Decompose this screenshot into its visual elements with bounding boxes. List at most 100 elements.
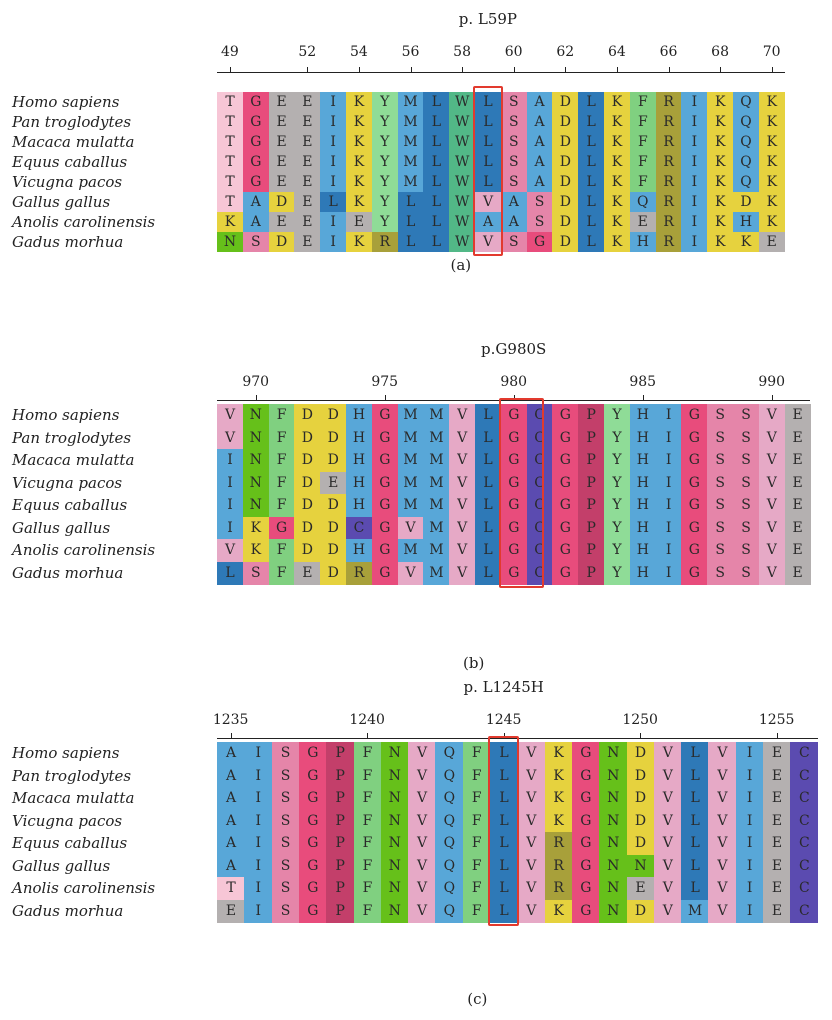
residue-cell: P — [326, 832, 355, 855]
residue-cell: K — [758, 112, 785, 132]
residue-cell: L — [475, 404, 501, 427]
residue-cell: S — [271, 742, 300, 765]
residue-cell: T — [217, 92, 243, 112]
highlight-box — [498, 398, 545, 588]
residue-cell: N — [380, 809, 409, 833]
residue-cell: K — [242, 516, 269, 540]
residue-cell: D — [552, 92, 579, 112]
residue-cell: D — [552, 152, 579, 172]
residue-cell: I — [217, 494, 243, 517]
residue-cell: D — [294, 449, 321, 472]
residue-cell: A — [217, 809, 245, 833]
residue-cell: L — [578, 112, 605, 132]
tick-label: 70 — [762, 44, 781, 60]
residue-cell: L — [475, 471, 501, 495]
residue-cell: A — [526, 112, 553, 132]
residue-cell: L — [217, 561, 243, 585]
residue-cell: M — [423, 561, 450, 585]
residue-cell: V — [758, 494, 785, 517]
residue-cell: N — [599, 854, 628, 878]
residue-cell: H — [629, 232, 656, 252]
residue-cell: E — [268, 152, 295, 172]
residue-cell: F — [462, 899, 491, 923]
residue-cell: L — [578, 92, 605, 112]
residue-cell: L — [490, 787, 518, 810]
residue-cell: I — [655, 494, 682, 517]
residue-cell: M — [397, 112, 424, 132]
residue-cell: C — [790, 787, 819, 810]
residue-cell: D — [552, 232, 579, 252]
residue-cell: C — [790, 742, 819, 765]
residue-cell: N — [599, 764, 628, 788]
residue-cell: P — [578, 426, 605, 450]
residue-cell: D — [294, 404, 321, 427]
residue-cell: K — [707, 212, 734, 232]
residue-cell: H — [629, 449, 656, 472]
residue-cell: F — [268, 561, 295, 585]
residue-cell: L — [490, 877, 518, 900]
residue-cell: L — [397, 212, 424, 232]
residue-cell: D — [268, 232, 295, 252]
residue-cell: I — [681, 212, 708, 232]
residue-cell: I — [735, 809, 764, 833]
residue-cell: S — [733, 471, 759, 495]
residue-cell: M — [397, 449, 424, 472]
residue-cell: G — [500, 426, 527, 450]
residue-cell: D — [320, 516, 347, 540]
residue-cell: H — [346, 426, 372, 450]
residue-cell: K — [604, 192, 630, 212]
residue-cell: V — [758, 404, 785, 427]
residue-cell: F — [353, 764, 382, 788]
residue-cell: N — [626, 854, 655, 878]
residue-cell: K — [346, 112, 372, 132]
position-axis — [217, 72, 785, 73]
residue-cell: I — [655, 516, 682, 540]
residue-cell: V — [449, 404, 476, 427]
residue-cell: Q — [435, 854, 464, 878]
residue-cell: W — [449, 172, 476, 192]
residue-cell: F — [353, 742, 382, 765]
residue-cell: L — [475, 132, 501, 152]
residue-cell: D — [552, 112, 579, 132]
residue-cell: S — [271, 877, 300, 900]
tick-mark — [776, 733, 778, 739]
residue-cell: L — [578, 232, 605, 252]
tick-label: 1255 — [758, 712, 795, 728]
residue-cell: G — [298, 832, 327, 855]
residue-cell: V — [758, 426, 785, 450]
residue-cell: C — [790, 764, 819, 788]
residue-cell: C — [790, 832, 819, 855]
residue-cell: R — [346, 561, 372, 585]
residue-cell: I — [681, 192, 708, 212]
residue-cell: S — [271, 899, 300, 923]
residue-cell: G — [526, 232, 553, 252]
residue-cell: T — [217, 132, 243, 152]
residue-cell: V — [653, 832, 682, 855]
species-label: Gadus morhua — [12, 563, 124, 582]
residue-cell: E — [763, 809, 791, 833]
residue-cell: D — [320, 561, 347, 585]
residue-cell: K — [346, 152, 372, 172]
residue-cell: N — [242, 494, 269, 517]
residue-cell: I — [217, 471, 243, 495]
residue-cell: A — [217, 787, 245, 810]
residue-cell: W — [449, 92, 476, 112]
residue-cell: E — [626, 877, 655, 900]
residue-cell: E — [268, 132, 295, 152]
residue-cell: Q — [435, 787, 464, 810]
species-label: Homo sapiens — [12, 93, 120, 111]
residue-cell: K — [707, 192, 734, 212]
residue-cell: K — [758, 152, 785, 172]
residue-cell: E — [784, 449, 811, 472]
residue-cell: G — [500, 471, 527, 495]
residue-cell: S — [271, 809, 300, 833]
residue-cell: H — [346, 471, 372, 495]
residue-cell: Q — [435, 899, 464, 923]
residue-cell: L — [475, 494, 501, 517]
residue-cell: V — [708, 787, 737, 810]
residue-cell: M — [423, 494, 450, 517]
residue-cell: S — [707, 404, 734, 427]
species-label: Pan troglodytes — [12, 113, 132, 131]
residue-cell: E — [784, 426, 811, 450]
residue-cell: K — [604, 212, 630, 232]
